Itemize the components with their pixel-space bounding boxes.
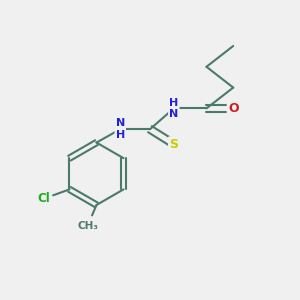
Text: S: S <box>169 138 178 151</box>
Text: O: O <box>228 102 238 115</box>
Text: CH₃: CH₃ <box>77 221 98 231</box>
Text: N
H: N H <box>116 118 125 140</box>
Text: H
N: H N <box>169 98 178 119</box>
Text: Cl: Cl <box>38 192 51 205</box>
